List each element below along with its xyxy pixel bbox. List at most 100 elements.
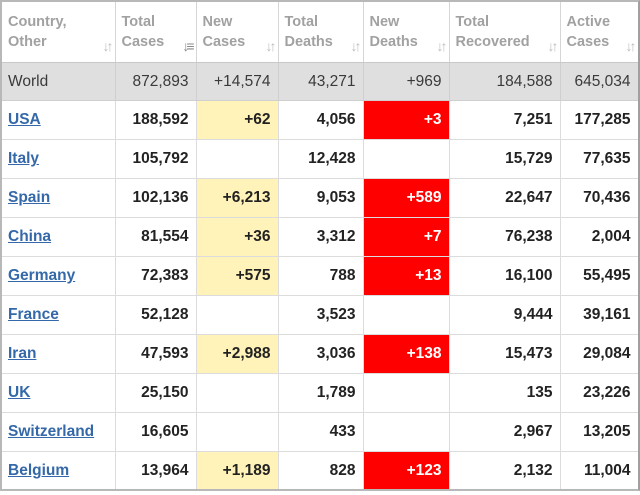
table-row: Iran 47,593 +2,988 3,036 +138 15,473 29,084: [2, 334, 638, 374]
table-row: Germany 72,383 +575 788 +13 16,100 55,495: [2, 256, 638, 296]
table-header-row: Country, Other ↓↑ Total Cases ↓≡ New Cases ↓↑ Tot…: [2, 2, 638, 63]
world-name-cell: World: [2, 62, 116, 101]
new-deaths-cell: [362, 295, 450, 335]
sort-descending-icon[interactable]: ↓≡: [182, 38, 194, 54]
new-deaths-cell: +3: [362, 100, 450, 140]
country-cell: Iran: [2, 334, 116, 374]
new-cases-cell: [195, 295, 279, 335]
table-row: Belgium 13,964 +1,189 828 +123 2,132 11,004: [2, 451, 638, 489]
world-total-cases-cell: 872,893: [114, 62, 197, 101]
column-header-label: Recovered: [455, 34, 530, 50]
sort-arrows-icon[interactable]: ↓↑: [436, 38, 448, 54]
total-deaths-cell: 3,523: [277, 295, 364, 335]
total-cases-cell: 25,150: [114, 373, 197, 413]
total-cases-cell: 102,136: [114, 178, 197, 218]
country-cell: Switzerland: [2, 412, 116, 452]
total-recovered-cell: 76,238: [448, 217, 561, 257]
country-cell: China: [2, 217, 116, 257]
column-header-label: Total: [121, 14, 156, 30]
total-recovered-cell: 9,444: [448, 295, 561, 335]
column-header-active-cases[interactable]: Active Cases ↓↑: [559, 2, 638, 63]
sort-arrows-icon[interactable]: ↓↑: [547, 38, 559, 54]
sort-arrows-icon[interactable]: ↓↑: [625, 38, 637, 54]
total-deaths-cell: 9,053: [277, 178, 364, 218]
new-cases-cell: [195, 412, 279, 452]
column-header-label: Total: [455, 14, 490, 30]
total-deaths-cell: 788: [277, 256, 364, 296]
country-link[interactable]: Italy: [8, 150, 40, 167]
new-deaths-cell: +13: [362, 256, 450, 296]
new-cases-cell: +1,189: [195, 451, 279, 489]
total-deaths-cell: 1,789: [277, 373, 364, 413]
column-header-label: Cases: [202, 34, 246, 50]
sort-arrows-icon[interactable]: ↓↑: [350, 38, 362, 54]
active-cases-cell: 13,205: [559, 412, 638, 452]
column-header-label: Total: [284, 14, 319, 30]
total-cases-cell: 13,964: [114, 451, 197, 489]
active-cases-cell: 23,226: [559, 373, 638, 413]
active-cases-cell: 177,285: [559, 100, 638, 140]
country-link[interactable]: Iran: [8, 345, 37, 362]
country-link[interactable]: Spain: [8, 189, 51, 206]
new-cases-cell: +62: [195, 100, 279, 140]
country-cell: UK: [2, 373, 116, 413]
active-cases-cell: 11,004: [559, 451, 638, 489]
total-deaths-cell: 828: [277, 451, 364, 489]
new-deaths-cell: [362, 139, 450, 179]
total-deaths-cell: 433: [277, 412, 364, 452]
new-deaths-cell: [362, 373, 450, 413]
column-header-total-deaths[interactable]: Total Deaths ↓↑: [277, 2, 364, 63]
column-header-total-recovered[interactable]: Total Recovered ↓↑: [448, 2, 561, 63]
total-recovered-cell: 15,473: [448, 334, 561, 374]
column-header-label: Deaths: [369, 34, 418, 50]
total-deaths-cell: 4,056: [277, 100, 364, 140]
country-link[interactable]: UK: [8, 384, 31, 401]
column-header-label: Cases: [121, 34, 165, 50]
table-row: China 81,554 +36 3,312 +7 76,238 2,004: [2, 217, 638, 257]
country-link[interactable]: Switzerland: [8, 423, 95, 440]
sort-arrows-icon[interactable]: ↓↑: [102, 38, 114, 54]
column-header-country[interactable]: Country, Other ↓↑: [2, 2, 116, 63]
country-cell: Italy: [2, 139, 116, 179]
total-cases-cell: 188,592: [114, 100, 197, 140]
country-cell: Germany: [2, 256, 116, 296]
country-link[interactable]: USA: [8, 111, 41, 128]
active-cases-cell: 29,084: [559, 334, 638, 374]
column-header-label: Country,: [8, 14, 67, 30]
new-cases-cell: [195, 139, 279, 179]
country-link[interactable]: Germany: [8, 267, 76, 284]
country-link[interactable]: France: [8, 306, 59, 323]
total-recovered-cell: 22,647: [448, 178, 561, 218]
new-cases-cell: +2,988: [195, 334, 279, 374]
country-cell: USA: [2, 100, 116, 140]
country-link[interactable]: China: [8, 228, 52, 245]
column-header-label: New: [202, 14, 233, 30]
new-cases-cell: +36: [195, 217, 279, 257]
world-total-recovered-cell: 184,588: [448, 62, 561, 101]
active-cases-cell: 55,495: [559, 256, 638, 296]
world-new-cases-cell: +14,574: [195, 62, 279, 101]
new-cases-cell: [195, 373, 279, 413]
table-row: Spain 102,136 +6,213 9,053 +589 22,647 70,436: [2, 178, 638, 218]
new-deaths-cell: +123: [362, 451, 450, 489]
total-cases-cell: 16,605: [114, 412, 197, 452]
column-header-label: Deaths: [284, 34, 333, 50]
total-recovered-cell: 135: [448, 373, 561, 413]
column-header-new-deaths[interactable]: New Deaths ↓↑: [362, 2, 450, 63]
table-body: World 872,893 +14,574 43,271 +969 184,58…: [2, 62, 638, 489]
total-cases-cell: 72,383: [114, 256, 197, 296]
column-header-new-cases[interactable]: New Cases ↓↑: [195, 2, 279, 63]
column-header-label: Active: [566, 14, 611, 30]
world-active-cases-cell: 645,034: [559, 62, 638, 101]
sort-arrows-icon[interactable]: ↓↑: [265, 38, 277, 54]
table-row: USA 188,592 +62 4,056 +3 7,251 177,285: [2, 100, 638, 140]
total-recovered-cell: 7,251: [448, 100, 561, 140]
country-cell: Belgium: [2, 451, 116, 489]
country-link[interactable]: Belgium: [8, 462, 70, 479]
total-recovered-cell: 15,729: [448, 139, 561, 179]
new-cases-cell: +6,213: [195, 178, 279, 218]
column-header-total-cases[interactable]: Total Cases ↓≡: [114, 2, 197, 63]
active-cases-cell: 70,436: [559, 178, 638, 218]
table-row: UK 25,150 1,789 135 23,226: [2, 373, 638, 413]
new-deaths-cell: [362, 412, 450, 452]
